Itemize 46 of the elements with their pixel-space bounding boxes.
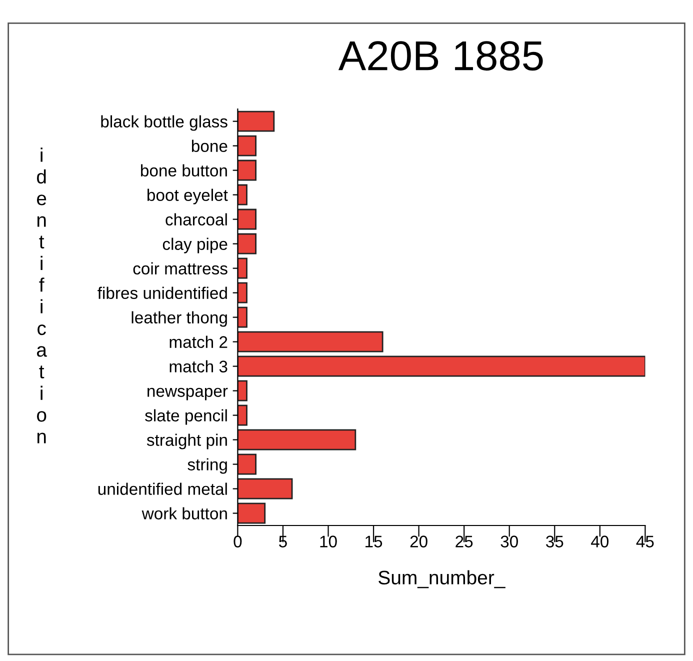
y-tick-label: black bottle glass: [101, 115, 228, 131]
y-tick-label: slate pencil: [145, 409, 227, 425]
bar: [238, 135, 257, 156]
bar: [238, 258, 248, 279]
x-tick-label: 0: [234, 536, 242, 548]
y-tick-label: unidentified metal: [98, 482, 227, 495]
x-tick-label: 15: [366, 536, 382, 548]
bar: [238, 110, 275, 132]
y-tick-label: straight pin: [146, 434, 227, 450]
y-tick-label: newspaper: [148, 388, 228, 400]
bar: [238, 184, 248, 206]
bar: [238, 478, 293, 500]
x-axis-title: Sum_number_: [378, 570, 506, 588]
bar: [238, 306, 248, 328]
y-tick-label: clay pipe: [162, 238, 228, 254]
bar: [238, 282, 248, 304]
y-tick-label: bone button: [141, 164, 227, 177]
text: identification: [36, 148, 47, 444]
bar: [238, 160, 257, 181]
x-tick-label: 45: [636, 536, 654, 548]
y-tick-label: fibres unidentified: [98, 286, 227, 299]
y-tick-label: match 2: [170, 336, 228, 348]
x-tick-label: 40: [591, 536, 609, 548]
y-tick-label: leather thong: [132, 311, 227, 327]
y-tick-label: boot eyelet: [148, 188, 228, 204]
bar: [238, 208, 257, 230]
bar: [238, 356, 646, 377]
x-tick-label: 10: [320, 536, 337, 548]
bar: [238, 429, 356, 450]
y-tick-label: coir mattress: [133, 262, 228, 274]
y-tick-label: match 3: [170, 360, 228, 372]
bar: [238, 502, 266, 524]
y-tick-label: string: [188, 458, 227, 474]
y-tick-label: charcoal: [166, 213, 227, 226]
bar: [238, 454, 257, 475]
x-tick-label: 30: [500, 536, 518, 548]
bar: [238, 233, 257, 254]
bar: [238, 331, 384, 352]
x-tick-label: 35: [546, 536, 564, 548]
y-tick-label: bone: [192, 140, 228, 152]
y-tick-label: work button: [142, 507, 227, 520]
bar: [238, 380, 248, 402]
x-tick-label: 20: [410, 536, 428, 548]
bar: [238, 404, 248, 426]
chart-title: A20B 1885: [338, 41, 543, 71]
x-tick-label: 25: [456, 536, 473, 548]
